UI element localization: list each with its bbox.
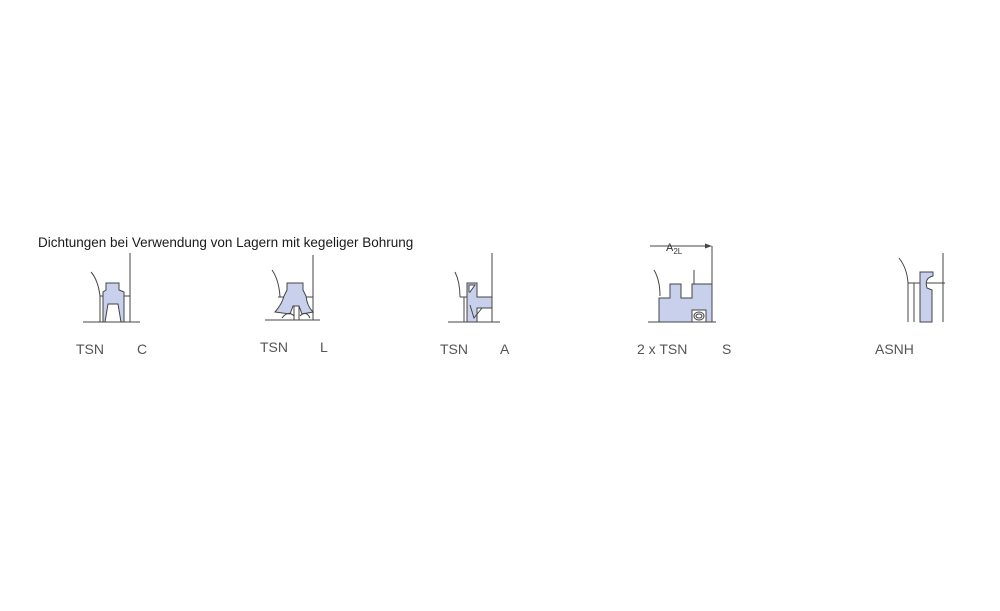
seal-drawing-asnh xyxy=(898,253,945,323)
seal-drawing-tsn-a xyxy=(448,253,500,323)
seal-housing-label: TSN xyxy=(76,341,104,357)
seal-drawing-tsn-c xyxy=(83,253,140,323)
seal-code-label: L xyxy=(320,339,328,355)
seal-housing-label: TSN xyxy=(440,341,468,357)
seal-code-label: S xyxy=(722,341,732,357)
seal-housing-label: 2 x TSN xyxy=(637,341,688,357)
diagram-title: Dichtungen bei Verwendung von Lagern mit… xyxy=(38,235,414,250)
seal-drawing-2xtsn-s xyxy=(648,243,716,323)
seal-code-label: ASNH xyxy=(875,341,914,357)
seal-housing-label: TSN xyxy=(260,339,288,355)
seal-code-label: A xyxy=(500,341,510,357)
seal-drawing-tsn-l xyxy=(265,255,320,321)
seal-code-label: C xyxy=(137,341,148,357)
dimension-label: A2L xyxy=(666,242,683,256)
